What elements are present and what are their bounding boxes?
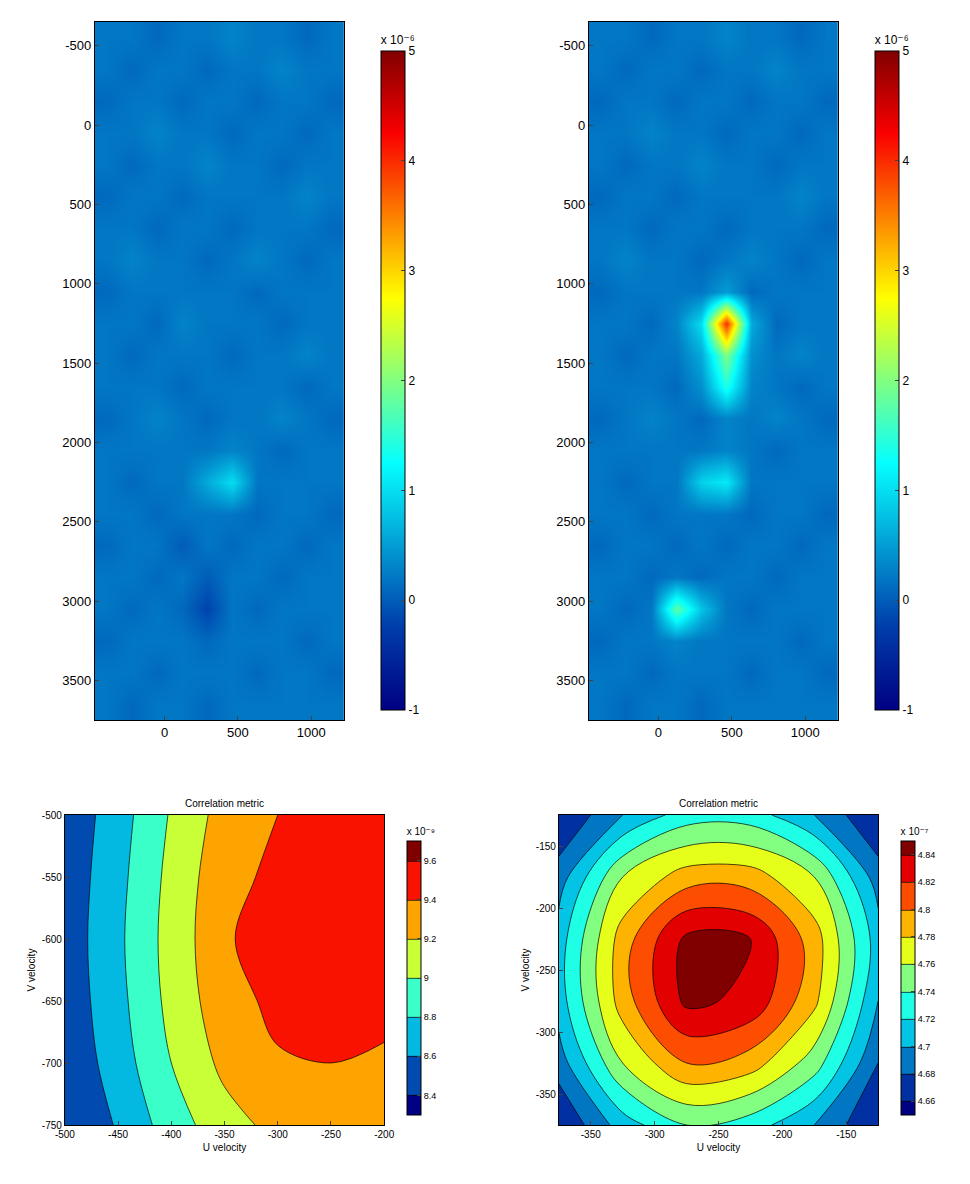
svg-text:4.76: 4.76 xyxy=(918,959,936,969)
svg-text:-550: -550 xyxy=(42,872,62,883)
svg-text:x 10⁻⁶: x 10⁻⁶ xyxy=(875,33,909,47)
svg-text:-500: -500 xyxy=(55,1129,75,1140)
svg-text:1500: 1500 xyxy=(62,356,91,371)
svg-text:4.82: 4.82 xyxy=(918,877,936,887)
svg-text:5: 5 xyxy=(902,44,909,58)
svg-text:x 10⁻⁷: x 10⁻⁷ xyxy=(901,826,929,837)
svg-text:4.68: 4.68 xyxy=(918,1069,936,1079)
svg-text:1000: 1000 xyxy=(62,276,91,291)
svg-text:2000: 2000 xyxy=(556,435,585,450)
svg-text:8.4: 8.4 xyxy=(424,1091,437,1101)
svg-text:9: 9 xyxy=(424,973,429,983)
svg-text:-250: -250 xyxy=(536,965,556,976)
svg-text:-200: -200 xyxy=(536,903,556,914)
svg-text:U velocity: U velocity xyxy=(203,1142,246,1153)
svg-text:500: 500 xyxy=(227,725,249,740)
svg-text:2500: 2500 xyxy=(556,514,585,529)
svg-text:1: 1 xyxy=(408,484,415,498)
svg-text:3500: 3500 xyxy=(556,673,585,688)
svg-text:V velocity: V velocity xyxy=(26,949,37,992)
svg-text:8.8: 8.8 xyxy=(424,1012,437,1022)
svg-text:V velocity: V velocity xyxy=(520,949,531,992)
svg-text:2000: 2000 xyxy=(62,435,91,450)
svg-text:-700: -700 xyxy=(42,1058,62,1069)
svg-text:-150: -150 xyxy=(536,841,556,852)
svg-text:500: 500 xyxy=(563,197,585,212)
svg-text:0: 0 xyxy=(655,725,662,740)
svg-text:-250: -250 xyxy=(708,1129,728,1140)
svg-text:-650: -650 xyxy=(42,996,62,1007)
svg-text:8.6: 8.6 xyxy=(424,1051,437,1061)
svg-text:3500: 3500 xyxy=(62,673,91,688)
svg-text:1000: 1000 xyxy=(791,725,820,740)
svg-text:-300: -300 xyxy=(536,1027,556,1038)
svg-text:500: 500 xyxy=(721,725,743,740)
svg-text:500: 500 xyxy=(70,197,92,212)
svg-text:Correlation metric: Correlation metric xyxy=(679,798,758,809)
svg-text:4: 4 xyxy=(902,154,909,168)
svg-text:1500: 1500 xyxy=(556,356,585,371)
svg-text:-300: -300 xyxy=(268,1129,288,1140)
svg-text:0: 0 xyxy=(161,725,168,740)
svg-text:4: 4 xyxy=(408,154,415,168)
svg-text:4.72: 4.72 xyxy=(918,1014,936,1024)
svg-text:3: 3 xyxy=(408,264,415,278)
svg-text:x 10⁻⁹: x 10⁻⁹ xyxy=(407,826,435,837)
svg-text:5: 5 xyxy=(408,44,415,58)
svg-text:-1: -1 xyxy=(408,703,419,717)
svg-text:9.2: 9.2 xyxy=(424,934,437,944)
svg-text:0: 0 xyxy=(578,118,585,133)
svg-text:-500: -500 xyxy=(65,38,91,53)
svg-text:3000: 3000 xyxy=(556,594,585,609)
svg-text:4.74: 4.74 xyxy=(918,987,936,997)
svg-text:3: 3 xyxy=(902,264,909,278)
svg-text:-750: -750 xyxy=(42,1120,62,1131)
svg-text:-200: -200 xyxy=(772,1129,792,1140)
svg-text:2: 2 xyxy=(902,374,909,388)
svg-text:Correlation metric: Correlation metric xyxy=(185,798,264,809)
svg-text:2: 2 xyxy=(408,374,415,388)
svg-text:-350: -350 xyxy=(581,1129,601,1140)
svg-text:U velocity: U velocity xyxy=(697,1142,740,1153)
svg-text:-1: -1 xyxy=(902,703,913,717)
svg-text:-250: -250 xyxy=(321,1129,341,1140)
svg-text:2500: 2500 xyxy=(62,514,91,529)
svg-text:4.7: 4.7 xyxy=(918,1042,931,1052)
svg-text:1000: 1000 xyxy=(556,276,585,291)
svg-text:-150: -150 xyxy=(836,1129,856,1140)
svg-text:-500: -500 xyxy=(42,810,62,821)
svg-text:1: 1 xyxy=(902,484,909,498)
svg-text:4.66: 4.66 xyxy=(918,1096,936,1106)
svg-text:1000: 1000 xyxy=(297,725,326,740)
svg-text:-300: -300 xyxy=(645,1129,665,1140)
svg-text:-500: -500 xyxy=(559,38,585,53)
svg-text:-350: -350 xyxy=(215,1129,235,1140)
svg-text:4.78: 4.78 xyxy=(918,932,936,942)
svg-text:0: 0 xyxy=(408,593,415,607)
svg-text:9.4: 9.4 xyxy=(424,895,437,905)
svg-text:4.84: 4.84 xyxy=(918,850,936,860)
svg-text:-450: -450 xyxy=(108,1129,128,1140)
svg-text:0: 0 xyxy=(902,593,909,607)
svg-text:-200: -200 xyxy=(374,1129,394,1140)
svg-text:x 10⁻⁶: x 10⁻⁶ xyxy=(381,33,415,47)
svg-text:0: 0 xyxy=(84,118,91,133)
svg-text:-400: -400 xyxy=(161,1129,181,1140)
svg-text:-600: -600 xyxy=(42,934,62,945)
svg-text:3000: 3000 xyxy=(62,594,91,609)
svg-text:-350: -350 xyxy=(536,1089,556,1100)
svg-text:9.6: 9.6 xyxy=(424,856,437,866)
svg-text:4.8: 4.8 xyxy=(918,905,931,915)
